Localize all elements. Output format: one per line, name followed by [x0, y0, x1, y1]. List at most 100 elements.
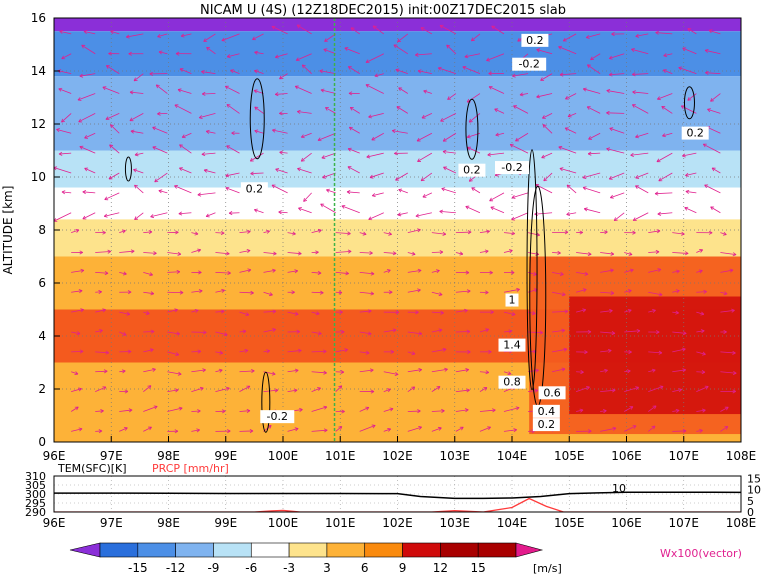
x-tick-label: 100E [268, 449, 299, 463]
wind-vector-head [558, 45, 563, 50]
wind-vector [613, 212, 625, 221]
wind-vector [455, 252, 463, 255]
wind-vector-head [420, 177, 425, 182]
x-tick-label: 96E [43, 449, 66, 463]
wind-vector-head [732, 350, 736, 355]
wind-vector-head [675, 408, 680, 413]
wind-vector-head [297, 167, 301, 172]
wind-vector [446, 44, 457, 55]
y-tick-label: 10 [31, 170, 46, 184]
wind-vector-head [134, 216, 139, 221]
wind-vector-head [698, 269, 703, 274]
wind-vector [311, 291, 324, 294]
wind-vector-head [272, 251, 277, 256]
wind-vector-head [416, 137, 421, 142]
wind-vector-head [246, 408, 251, 413]
wind-vector-head [76, 331, 81, 336]
wind-vector [254, 106, 264, 114]
wind-vector-head [682, 47, 687, 52]
wind-vector [134, 184, 144, 194]
wind-vector [624, 330, 640, 333]
x-tick-label: 99E [214, 449, 237, 463]
wind-vector-head [656, 158, 661, 163]
wind-vector-head [347, 66, 352, 70]
colorbar-label: 9 [399, 561, 407, 575]
wind-vector [588, 152, 601, 155]
wind-vector [359, 369, 374, 373]
wind-vector-head [152, 367, 156, 372]
wind-vector [503, 429, 517, 432]
wind-vector-head [369, 174, 374, 179]
wind-vector-head [253, 89, 258, 94]
sub-x-axis-ticks: 96E 97E 98E 99E 100E 101E 102E 103E 104E 105E 106E… [43, 516, 757, 530]
wind-vector-head [224, 85, 229, 90]
wind-vector-head [558, 145, 563, 150]
wind-vector [720, 232, 727, 236]
wind-vector [215, 387, 230, 393]
wind-vector [491, 25, 505, 35]
colorbar-label: -3 [283, 561, 295, 575]
wind-vector-head [534, 388, 539, 393]
wind-vector [600, 231, 608, 234]
wind-vector-head [626, 369, 631, 374]
wind-vector [582, 172, 601, 179]
wind-vector [710, 206, 721, 214]
wind-vector [407, 331, 422, 335]
wind-vector-head [423, 89, 428, 94]
wind-vector-head [389, 407, 394, 412]
wind-vector-head [470, 37, 475, 42]
wind-vector [415, 212, 432, 217]
wind-vector [297, 111, 312, 114]
x-tick-label: 106E [611, 449, 642, 463]
wind-vector [455, 290, 471, 293]
wind-vector-head [177, 371, 182, 376]
wind-vector-head [484, 249, 489, 254]
wind-vector-head [464, 54, 469, 59]
wind-vector [206, 130, 216, 134]
wind-vector [672, 290, 680, 293]
wind-vector-head [272, 268, 276, 273]
wind-vector-head [516, 287, 520, 292]
wind-vector-head [79, 349, 84, 354]
wind-vector-head [78, 118, 83, 123]
x-tick-label: 107E [669, 449, 700, 463]
wind-vector-head [291, 290, 295, 295]
wind-vector-head [125, 34, 130, 39]
wind-vector [215, 310, 225, 313]
wind-vector-head [685, 172, 689, 177]
wind-vector [439, 24, 457, 35]
wind-vector [558, 46, 577, 55]
wind-vector-head [411, 386, 416, 391]
wind-vector-head [179, 167, 183, 172]
wind-vector [567, 113, 577, 117]
sub-x-tick-label: 106E [611, 516, 642, 530]
wind-vector-head [732, 252, 737, 257]
wind-vector [320, 203, 336, 214]
wind-vector-head [294, 427, 299, 432]
x-tick-label: 101E [325, 449, 356, 463]
wind-vector-head [225, 173, 230, 178]
wind-vector [143, 291, 154, 295]
wind-vector-head [149, 71, 154, 76]
wind-vector [541, 152, 553, 159]
contour-label: 1 [509, 294, 516, 307]
wind-vector [143, 272, 153, 276]
wind-vector-head [179, 68, 184, 72]
wind-vector-head [657, 211, 662, 216]
wind-vector [672, 348, 686, 353]
wind-vector [239, 250, 251, 253]
wind-vector-head [411, 251, 416, 256]
wind-vector-head [446, 44, 451, 49]
wind-vector [635, 33, 649, 37]
contour-line [261, 371, 271, 433]
wind-vector [672, 311, 679, 314]
wind-vector [201, 152, 216, 155]
wind-vector [503, 288, 520, 293]
colorbar-label: -12 [166, 561, 186, 575]
wind-vector-head [652, 405, 657, 410]
wind-vector [346, 191, 360, 194]
wind-vector-head [588, 429, 592, 434]
wind-vector [606, 112, 625, 114]
wind-vector-head [128, 408, 133, 413]
wind-vector [398, 87, 409, 94]
